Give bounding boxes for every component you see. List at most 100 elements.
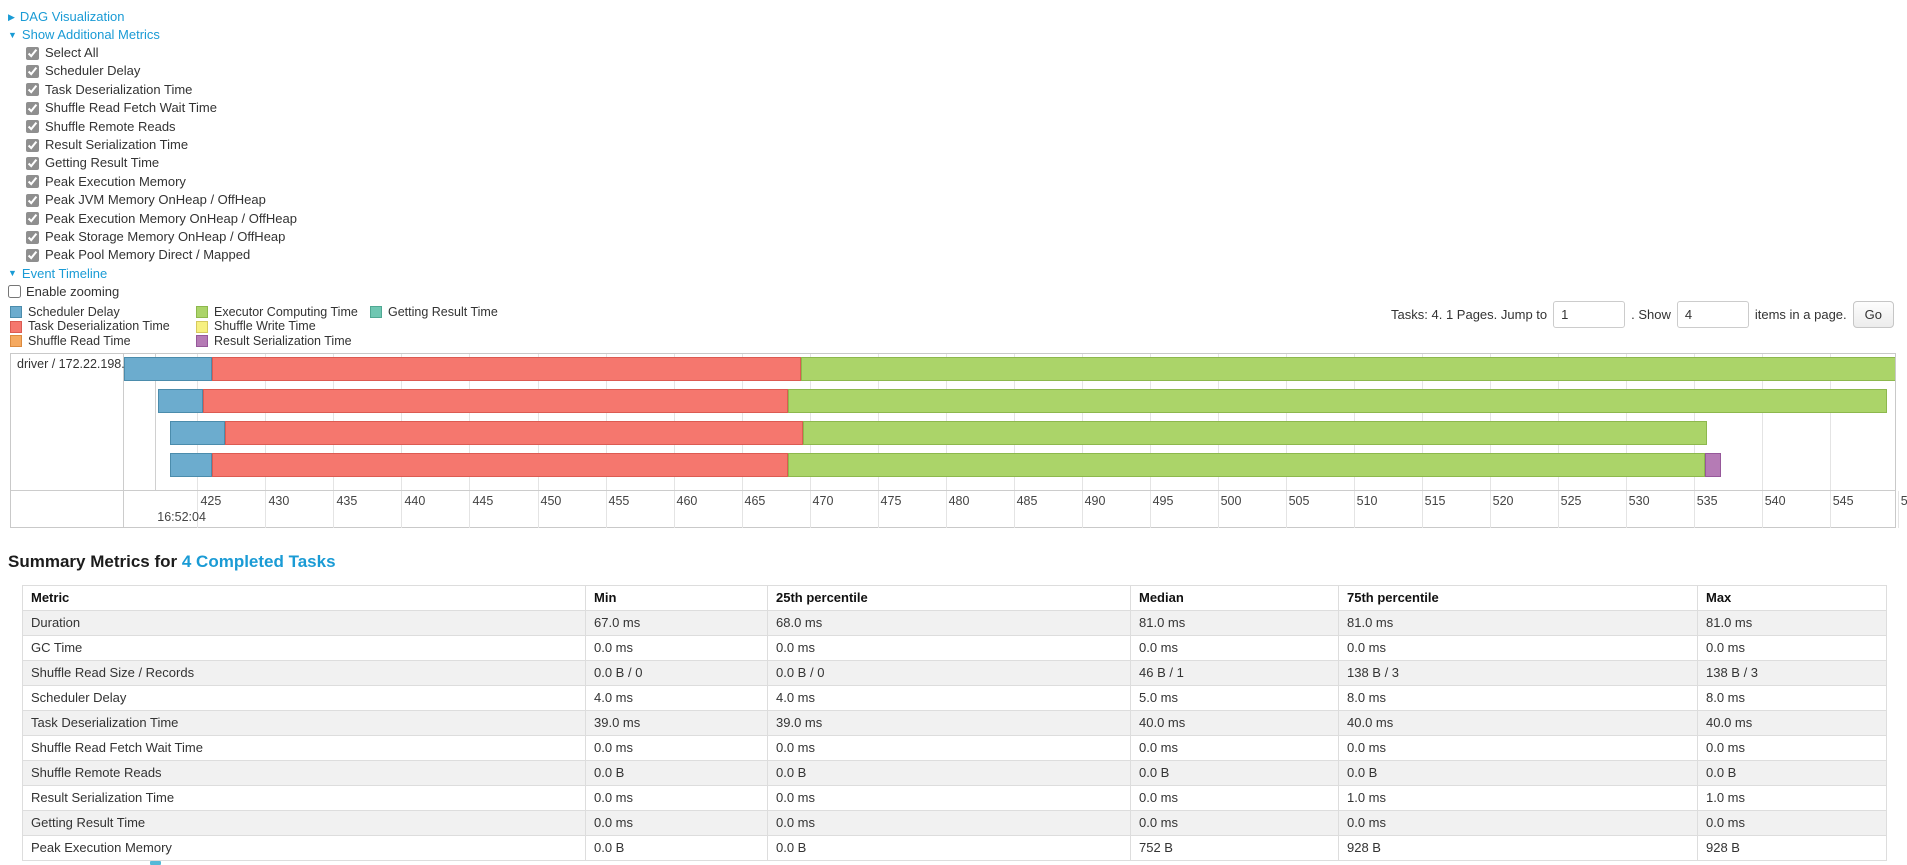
legend-label: Result Serialization Time — [214, 333, 352, 348]
metric-value-cell: 1.0 ms — [1338, 784, 1698, 811]
summary-row-result-serialization-time: Result Serialization Time 0.0 ms 0.0 ms 0.0… — [22, 784, 1887, 811]
metric-value-cell: 0.0 ms — [1338, 634, 1698, 661]
items-per-page-input[interactable] — [1676, 300, 1749, 328]
metric-checkbox-shuffle-read-fetch-wait-time[interactable] — [26, 101, 39, 115]
metric-checkbox-getting-result-time[interactable] — [26, 157, 39, 171]
summary-col-header-75th-percentile: 75th percentile — [1338, 584, 1698, 611]
metric-value-cell: 0.0 ms — [585, 809, 768, 836]
jump-to-page-input[interactable] — [1553, 300, 1626, 328]
axis-tick-label: 525 — [1560, 493, 1582, 508]
enable-zooming-control[interactable]: Enable zooming — [8, 283, 1907, 301]
pagination-show-text: . Show — [1631, 306, 1671, 322]
legend-swatch-getting_result — [370, 305, 382, 318]
axis-tick — [1829, 490, 1831, 528]
metric-checkbox-result-serialization-time[interactable] — [26, 138, 39, 152]
axis-tick — [741, 490, 743, 528]
timeline-bar-task_deserialization[interactable] — [224, 420, 803, 445]
section-toggle-event-timeline[interactable]: ▼ Event Timeline — [8, 265, 107, 283]
axis-tick — [605, 490, 607, 528]
timeline-bar-scheduler_delay[interactable] — [158, 388, 203, 413]
metric-name-cell: Duration — [22, 609, 586, 636]
timeline-gridline — [1761, 353, 1763, 490]
timeline-legend-col-1: Scheduler Delay Task Deserialization Time… — [10, 305, 170, 349]
metric-option-select-all[interactable]: Select All — [26, 44, 1907, 62]
metric-checkbox-peak-execution-memory[interactable] — [26, 175, 39, 189]
legend-swatch-shuffle_read — [10, 335, 22, 348]
summary-metrics-table: Metric Min 25th percentile Median 75th perce… — [22, 584, 1887, 861]
axis-tick — [673, 490, 675, 528]
axis-tick — [877, 490, 879, 528]
metric-name-cell: Shuffle Read Size / Records — [22, 659, 586, 686]
timeline-bar-executor_computing[interactable] — [787, 452, 1705, 477]
timeline-bar-task_deserialization[interactable] — [212, 452, 788, 477]
metric-option-shuffle-remote-reads[interactable]: Shuffle Remote Reads — [26, 118, 1907, 136]
enable-zooming-checkbox[interactable] — [8, 285, 21, 299]
timeline-bar-executor_computing[interactable] — [787, 388, 1887, 413]
chevron-down-icon: ▼ — [8, 268, 17, 279]
metric-value-cell: 8.0 ms — [1338, 684, 1698, 711]
axis-tick-label: 485 — [1016, 493, 1038, 508]
metric-option-peak-jvm-memory-onheap-offheap[interactable]: Peak JVM Memory OnHeap / OffHeap — [26, 191, 1907, 209]
legend-label: Executor Computing Time — [214, 304, 358, 319]
timeline-group-column — [11, 353, 124, 527]
legend-entry-getting-result-time: Getting Result Time — [370, 305, 498, 320]
section-toggle-dag-visualization[interactable]: ▶ DAG Visualization — [8, 8, 124, 26]
metric-option-peak-execution-memory-onheap-offheap[interactable]: Peak Execution Memory OnHeap / OffHeap — [26, 210, 1907, 228]
metric-name-cell: Result Serialization Time — [22, 784, 586, 811]
timeline-bar-executor_computing[interactable] — [802, 420, 1708, 445]
metric-option-peak-execution-memory[interactable]: Peak Execution Memory — [26, 173, 1907, 191]
metric-option-result-serialization-time[interactable]: Result Serialization Time — [26, 136, 1907, 154]
timeline-bar-executor_computing[interactable] — [801, 356, 1895, 381]
metric-checkbox-peak-storage-memory-onheap-offheap[interactable] — [26, 230, 39, 244]
axis-tick — [1285, 490, 1287, 528]
section-toggle-additional-metrics[interactable]: ▼ Show Additional Metrics — [8, 26, 160, 44]
metric-option-scheduler-delay[interactable]: Scheduler Delay — [26, 62, 1907, 80]
metric-option-peak-pool-memory-direct-mapped[interactable]: Peak Pool Memory Direct / Mapped — [26, 246, 1907, 264]
metric-checkbox-shuffle-remote-reads[interactable] — [26, 120, 39, 134]
timeline-bar-result_serialization[interactable] — [1704, 452, 1721, 477]
timeline-bar-scheduler_delay[interactable] — [170, 452, 213, 477]
axis-tick — [1693, 490, 1695, 528]
axis-tick — [537, 490, 539, 528]
metric-checkbox-peak-pool-memory-direct-mapped[interactable] — [26, 248, 39, 262]
axis-tick-label: 495 — [1152, 493, 1174, 508]
metric-option-peak-storage-memory-onheap-offheap[interactable]: Peak Storage Memory OnHeap / OffHeap — [26, 228, 1907, 246]
metric-value-cell: 0.0 ms — [1697, 809, 1887, 836]
metric-value-cell: 40.0 ms — [1697, 709, 1887, 736]
metric-option-getting-result-time[interactable]: Getting Result Time — [26, 154, 1907, 172]
metric-checkbox-scheduler-delay[interactable] — [26, 65, 39, 79]
timeline-bar-task_deserialization[interactable] — [202, 388, 788, 413]
metric-value-cell: 0.0 B — [1130, 759, 1339, 786]
chevron-down-icon: ▼ — [8, 29, 17, 40]
metric-value-cell: 67.0 ms — [585, 609, 768, 636]
event-timeline-chart: driver / 172.22.198.104 425 430 435 440 445 4… — [10, 352, 1907, 528]
metric-checkbox-select-all[interactable] — [26, 46, 39, 60]
axis-tick-label: 510 — [1356, 493, 1378, 508]
metric-option-task-deserialization-time[interactable]: Task Deserialization Time — [26, 81, 1907, 99]
timeline-bar-scheduler_delay[interactable] — [124, 356, 213, 381]
metric-label: Shuffle Read Fetch Wait Time — [45, 100, 217, 116]
axis-tick — [265, 490, 267, 528]
timeline-gridline — [1829, 353, 1831, 490]
legend-label: Getting Result Time — [388, 304, 498, 319]
metric-label: Select All — [45, 45, 99, 60]
timeline-bar-scheduler_delay[interactable] — [170, 420, 225, 445]
completed-tasks-link[interactable]: 4 Completed Tasks — [181, 551, 336, 571]
metric-option-shuffle-read-fetch-wait-time[interactable]: Shuffle Read Fetch Wait Time — [26, 99, 1907, 117]
summary-row-peak-execution-memory: Peak Execution Memory 0.0 B 0.0 B 752 B 928 … — [22, 834, 1887, 861]
metric-label: Scheduler Delay — [45, 63, 141, 79]
legend-swatch-shuffle_write — [196, 320, 208, 333]
axis-tick-label: 460 — [676, 493, 698, 508]
metric-checkbox-task-deserialization-time[interactable] — [26, 83, 39, 97]
metric-checkbox-peak-execution-memory-onheap-offheap[interactable] — [26, 212, 39, 226]
pagination-summary-text: Tasks: 4. 1 Pages. Jump to — [1391, 306, 1548, 322]
metric-value-cell: 0.0 ms — [1697, 734, 1887, 761]
summary-row-shuffle-read-fetch-wait-time: Shuffle Read Fetch Wait Time 0.0 ms 0.0 ms… — [22, 734, 1887, 761]
timeline-bar-task_deserialization[interactable] — [212, 356, 802, 381]
axis-tick — [1081, 490, 1083, 528]
timeline-group-label: driver / 172.22.198.104 — [17, 356, 146, 371]
go-button[interactable]: Go — [1852, 300, 1894, 328]
metric-value-cell: 81.0 ms — [1697, 609, 1887, 636]
metric-checkbox-peak-jvm-memory-onheap-offheap[interactable] — [26, 193, 39, 207]
section-label-additional-metrics: Show Additional Metrics — [21, 27, 160, 42]
